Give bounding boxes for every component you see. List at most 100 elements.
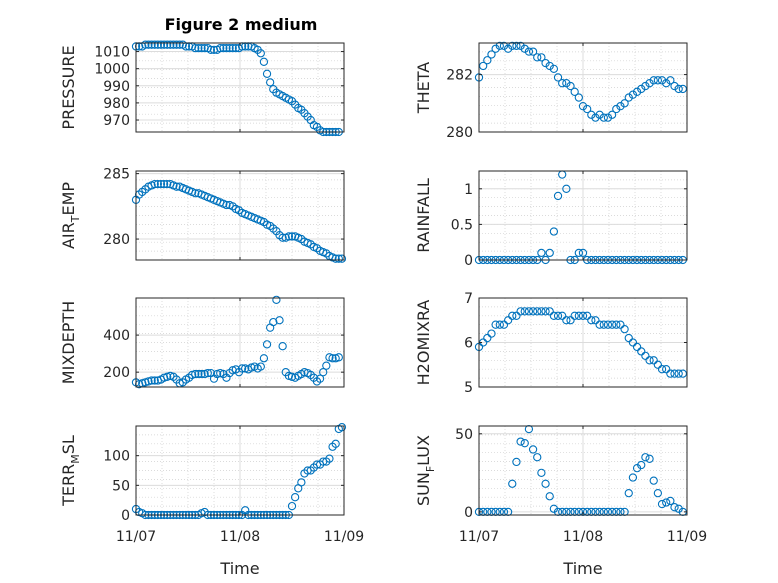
- data-point: [153, 179, 162, 189]
- data-point: [337, 423, 347, 432]
- data-point: [628, 90, 638, 99]
- y-axis-label: THETA: [414, 62, 433, 114]
- data-point: [666, 496, 675, 506]
- data-point: [200, 43, 209, 53]
- data-point: [156, 40, 166, 49]
- data-point: [297, 478, 306, 487]
- data-point: [628, 338, 638, 347]
- data-point: [191, 43, 200, 53]
- data-point: [222, 43, 231, 53]
- data-point: [259, 57, 269, 66]
- data-point: [516, 437, 525, 446]
- data-point: [520, 44, 529, 53]
- data-point: [237, 364, 247, 373]
- data-point: [662, 365, 671, 374]
- data-point: [570, 87, 579, 96]
- data-point: [657, 499, 667, 509]
- x-tick-label: 11/09: [667, 529, 707, 545]
- data-point: [287, 232, 297, 241]
- data-point: [624, 333, 633, 343]
- data-point: [574, 248, 583, 258]
- data-point: [325, 454, 334, 463]
- data-point: [495, 41, 504, 51]
- chart-panel-2: 282 280 THETA: [414, 41, 688, 141]
- data-point: [558, 311, 567, 320]
- data-point: [662, 498, 671, 507]
- data-point: [533, 53, 542, 62]
- data-point: [259, 354, 269, 363]
- data-point: [562, 316, 571, 325]
- data-point: [256, 362, 265, 371]
- x-axis-label: Time: [562, 559, 602, 578]
- y-tick-label: 280: [446, 125, 473, 141]
- data-point: [222, 200, 231, 210]
- y-tick-label: 400: [103, 328, 130, 344]
- data-point: [628, 473, 638, 482]
- data-point: [616, 102, 625, 111]
- data-point: [541, 479, 550, 488]
- data-point: [266, 78, 275, 87]
- data-point: [172, 182, 181, 191]
- data-point: [520, 307, 529, 316]
- data-point: [334, 254, 343, 263]
- data-point: [570, 311, 579, 320]
- y-tick-label: 0: [121, 508, 130, 524]
- y-tick-label: 5: [464, 380, 473, 396]
- y-tick-label: 6: [464, 336, 473, 352]
- data-point: [147, 376, 156, 385]
- data-point: [632, 87, 642, 96]
- data-point: [653, 76, 663, 85]
- y-tick-label: 282: [446, 68, 473, 84]
- data-point: [219, 43, 228, 53]
- data-point: [645, 356, 654, 365]
- data-point: [508, 41, 517, 51]
- data-point: [322, 361, 331, 370]
- data-point: [533, 307, 542, 316]
- y-tick-label: 970: [103, 113, 130, 129]
- x-tick-label: 11/08: [563, 529, 603, 545]
- data-point: [553, 311, 563, 320]
- y-tick-label: 50: [112, 478, 130, 494]
- data-point: [331, 439, 340, 448]
- data-point: [674, 84, 683, 94]
- data-point: [337, 254, 347, 263]
- data-point: [150, 376, 159, 385]
- data-point: [159, 179, 169, 189]
- data-point: [662, 79, 671, 88]
- data-point: [520, 439, 529, 448]
- data-point: [549, 227, 559, 236]
- y-axis-label: TERRMSL: [59, 435, 82, 507]
- data-point: [334, 353, 343, 362]
- data-point: [528, 445, 538, 454]
- y-tick-label: 1010: [94, 45, 130, 61]
- data-point: [674, 369, 683, 378]
- data-point: [566, 81, 575, 91]
- data-point: [653, 488, 663, 498]
- y-axis-label: PRESSURE: [59, 45, 78, 129]
- y-axis-label: H2OMIXRA: [414, 300, 433, 386]
- data-point: [328, 354, 337, 363]
- data-point: [163, 40, 172, 49]
- data-point: [191, 189, 200, 198]
- data-point: [194, 369, 203, 379]
- data-point: [287, 501, 297, 511]
- y-tick-label: 0.5: [451, 217, 473, 233]
- x-tick-label: 11/09: [324, 529, 364, 545]
- data-point: [541, 307, 550, 316]
- data-point: [637, 460, 646, 470]
- data-point: [641, 453, 650, 462]
- data-point: [491, 44, 500, 53]
- data-point: [528, 307, 538, 316]
- data-point: [574, 311, 583, 320]
- y-tick-label: 280: [103, 232, 130, 248]
- data-point: [566, 316, 575, 325]
- data-point: [197, 369, 206, 379]
- data-point: [275, 316, 284, 325]
- y-tick-label: 1: [464, 182, 473, 198]
- data-point: [612, 320, 621, 329]
- y-tick-label: 50: [455, 427, 473, 443]
- data-point: [331, 254, 340, 263]
- data-point: [591, 113, 600, 122]
- data-point: [315, 374, 325, 383]
- data-point: [607, 320, 617, 329]
